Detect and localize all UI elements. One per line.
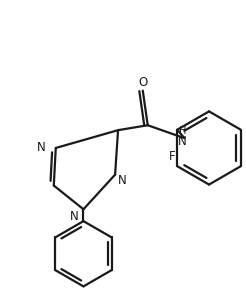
- Text: N: N: [178, 134, 187, 148]
- Text: N: N: [70, 210, 79, 223]
- Text: F: F: [169, 150, 176, 163]
- Text: N: N: [37, 141, 45, 155]
- Text: H: H: [179, 126, 186, 136]
- Text: O: O: [138, 76, 147, 89]
- Text: N: N: [118, 174, 126, 187]
